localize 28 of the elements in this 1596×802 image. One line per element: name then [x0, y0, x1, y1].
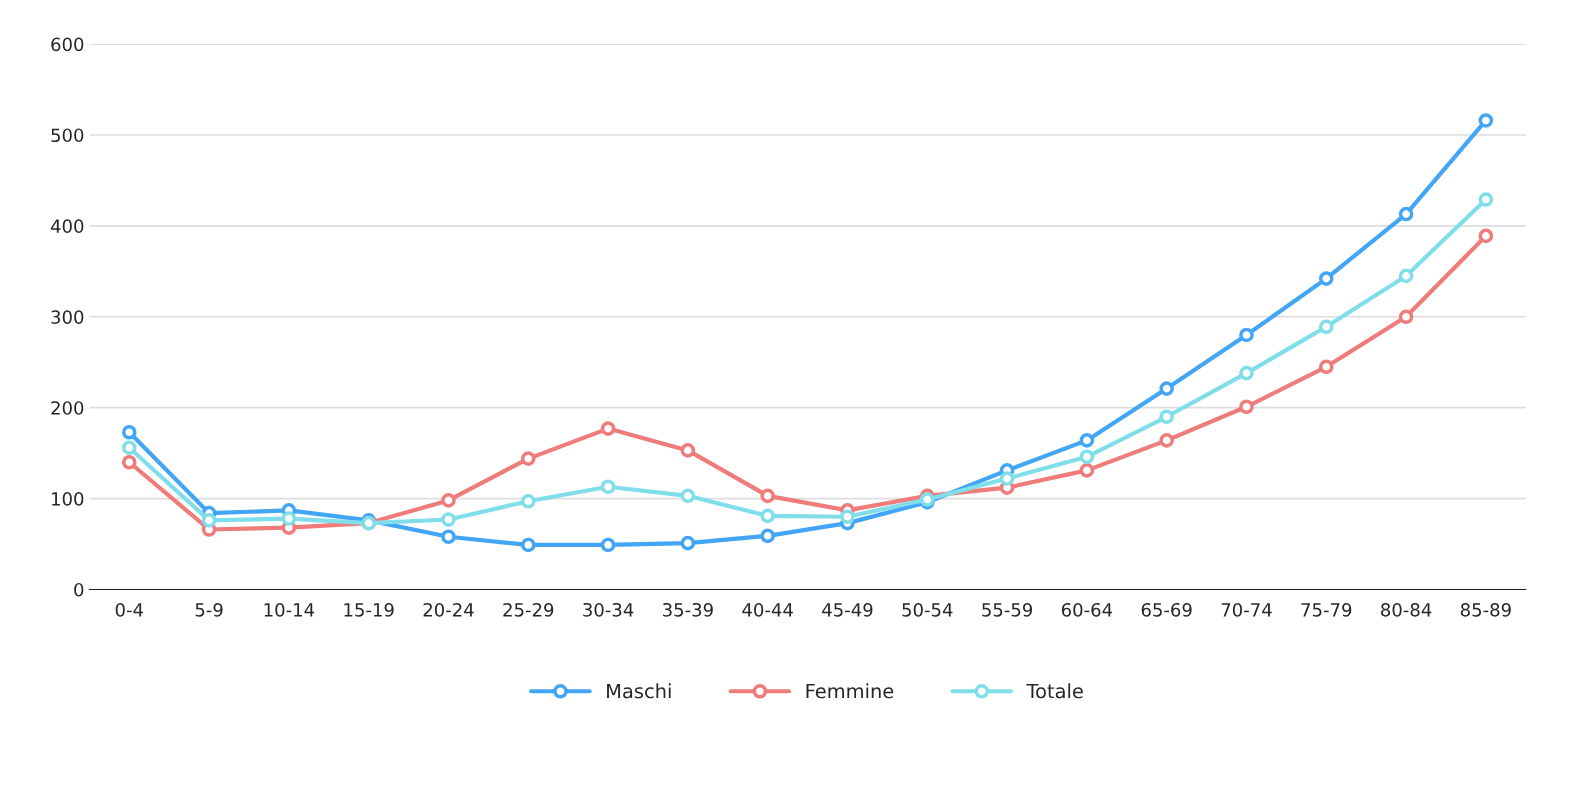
- x-tick-label: 0-4: [115, 602, 144, 617]
- x-tick-label: 25-29: [503, 602, 554, 617]
- y-tick-label: 400: [50, 219, 84, 234]
- y-tick-label: 200: [51, 401, 84, 415]
- x-tick-label: 50-54: [902, 602, 953, 617]
- x-tick-label: 85-89: [1460, 602, 1511, 617]
- legend-label: Femmine: [806, 683, 894, 699]
- x-tick-label: 35-39: [663, 602, 713, 617]
- x-tick-label: 55-59: [982, 602, 1033, 617]
- x-tick-label: 5-9: [195, 602, 223, 617]
- y-tick-label: 100: [52, 492, 84, 506]
- x-tick-label: 40-44: [742, 602, 793, 617]
- x-tick-label: 45-49: [822, 602, 873, 617]
- x-tick-label: 60-64: [1061, 602, 1113, 617]
- legend-label: Maschi: [607, 683, 671, 699]
- x-tick-label: 65-69: [1141, 602, 1192, 617]
- x-tick-label: 70-74: [1221, 602, 1272, 617]
- y-tick-label: 600: [51, 37, 84, 52]
- y-tick-label: 300: [51, 310, 84, 324]
- y-tick-label: 500: [51, 128, 84, 143]
- x-tick-label: 30-34: [583, 602, 634, 617]
- x-tick-label: 20-24: [423, 602, 474, 617]
- legend-label: Totale: [1026, 683, 1083, 699]
- x-tick-label: 80-84: [1381, 602, 1432, 617]
- x-tick-label: 75-79: [1301, 602, 1352, 617]
- x-tick-label: 10-14: [264, 602, 315, 617]
- y-tick-label: 0: [74, 582, 84, 597]
- x-tick-label: 15-19: [344, 602, 394, 617]
